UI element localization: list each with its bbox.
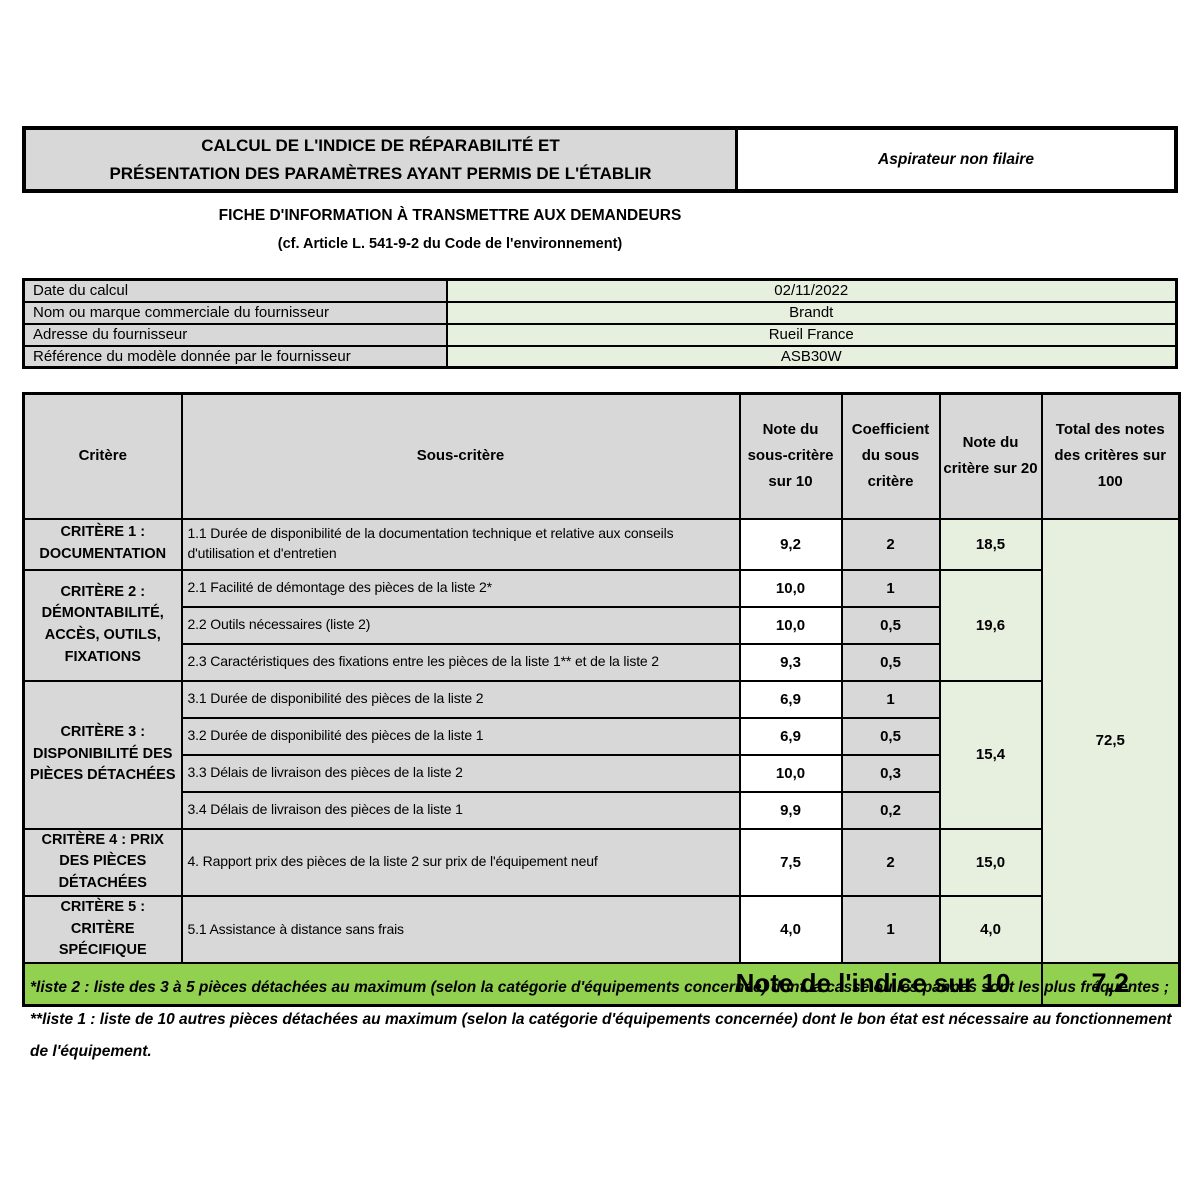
scoring-table-header-row: Critère Sous-critère Note du sous-critèr…: [22, 392, 1181, 520]
criterion-3-label: CRITÈRE 3 : DISPONIBILITÉ DES PIÈCES DÉT…: [22, 679, 183, 830]
table-row: CRITÈRE 3 : DISPONIBILITÉ DES PIÈCES DÉT…: [22, 679, 1180, 830]
subcriterion-2-1: 2.1 Facilité de démontage des pièces de …: [180, 568, 741, 608]
document-title: CALCUL DE L'INDICE DE RÉPARABILITÉ ET PR…: [26, 130, 738, 189]
info-value: ASB30W: [445, 344, 1178, 369]
info-value: Brandt: [445, 300, 1178, 325]
coeff-2-1: 1: [840, 568, 941, 608]
table-row: 3.4 Délais de livraison des pièces de la…: [24, 790, 1180, 830]
info-value: 02/11/2022: [445, 278, 1178, 303]
criterion-2-label: CRITÈRE 2 : DÉMONTABILITÉ, ACCÈS, OUTILS…: [22, 568, 183, 682]
product-category: Aspirateur non filaire: [738, 130, 1174, 189]
subcriterion-1-1: 1.1 Durée de disponibilité de la documen…: [180, 517, 741, 571]
coeff-3-3: 0,3: [840, 753, 941, 793]
table-row: 3.3 Délais de livraison des pièces de la…: [24, 753, 1180, 793]
info-label: Date du calcul: [22, 278, 448, 303]
note10-1-1: 9,2: [738, 517, 843, 571]
col-header-total100: Total des notes des critères sur 100: [1040, 392, 1181, 520]
table-row: 2.3 Caractéristiques des fixations entre…: [24, 642, 1180, 682]
info-row-address: Adresse du fournisseur Rueil France: [22, 322, 1178, 347]
note20-criterion-3: 15,4: [938, 679, 1043, 830]
index-row: Note de l'indice sur 10 7,2: [22, 962, 1181, 1006]
coeff-3-1: 1: [840, 679, 941, 719]
document-title-line1: CALCUL DE L'INDICE DE RÉPARABILITÉ ET: [201, 136, 560, 156]
note20-criterion-2: 19,6: [938, 568, 1043, 682]
table-row: 3.2 Durée de disponibilité des pièces de…: [24, 716, 1180, 756]
note20-criterion-1: 18,5: [938, 517, 1043, 571]
note10-2-3: 9,3: [738, 642, 843, 682]
supplier-info-table: Date du calcul 02/11/2022 Nom ou marque …: [22, 278, 1178, 369]
footnote-liste2: *liste 2 : liste des 3 à 5 pièces détach…: [30, 979, 1170, 996]
note10-5-1: 4,0: [738, 894, 843, 965]
footnotes: *liste 2 : liste des 3 à 5 pièces détach…: [30, 972, 1175, 1068]
note10-3-4: 9,9: [738, 790, 843, 830]
coeff-1-1: 2: [840, 517, 941, 571]
subtitle-line2: (cf. Article L. 541-9-2 du Code de l'env…: [277, 236, 623, 252]
header-band: CALCUL DE L'INDICE DE RÉPARABILITÉ ET PR…: [22, 126, 1178, 193]
note10-3-2: 6,9: [738, 716, 843, 756]
criterion-4-label: CRITÈRE 4 : PRIX DES PIÈCES DÉTACHÉES: [22, 827, 183, 897]
subcriterion-3-1: 3.1 Durée de disponibilité des pièces de…: [180, 679, 741, 719]
table-row: 2.2 Outils nécessaires (liste 2) 10,0 0,…: [24, 605, 1180, 645]
coeff-2-2: 0,5: [840, 605, 941, 645]
table-row: CRITÈRE 5 : CRITÈRE SPÉCIFIQUE 5.1 Assis…: [22, 894, 1180, 965]
criterion-1-label: CRITÈRE 1 : DOCUMENTATION: [22, 517, 183, 571]
subcriterion-2-2: 2.2 Outils nécessaires (liste 2): [180, 605, 741, 645]
scoring-table: Critère Sous-critère Note du sous-critèr…: [22, 392, 1181, 1007]
total-sur-100: 72,5: [1040, 517, 1181, 964]
subcriterion-2-3: 2.3 Caractéristiques des fixations entre…: [180, 642, 741, 682]
col-header-critere: Critère: [22, 392, 183, 520]
subcriterion-5-1: 5.1 Assistance à distance sans frais: [180, 894, 741, 965]
index-label: Note de l'indice sur 10: [22, 962, 1043, 1006]
note10-4: 7,5: [738, 827, 843, 897]
col-header-coeff: Coefficient du sous critère: [840, 392, 941, 520]
table-row: CRITÈRE 4 : PRIX DES PIÈCES DÉTACHÉES 4.…: [22, 827, 1180, 897]
col-header-note20: Note du critère sur 20: [938, 392, 1043, 520]
coeff-3-4: 0,2: [840, 790, 941, 830]
coeff-2-3: 0,5: [840, 642, 941, 682]
index-value: 7,2: [1040, 962, 1181, 1006]
info-value: Rueil France: [445, 322, 1178, 347]
coeff-3-2: 0,5: [840, 716, 941, 756]
subcriterion-3-2: 3.2 Durée de disponibilité des pièces de…: [180, 716, 741, 756]
note20-criterion-4: 15,0: [938, 827, 1043, 897]
table-row: CRITÈRE 2 : DÉMONTABILITÉ, ACCÈS, OUTILS…: [22, 568, 1180, 682]
col-header-sous-critere: Sous-critère: [180, 392, 741, 520]
info-row-model-ref: Référence du modèle donnée par le fourni…: [22, 344, 1178, 369]
subtitle-block: FICHE D'INFORMATION À TRANSMETTRE AUX DE…: [0, 207, 900, 252]
note10-2-1: 10,0: [738, 568, 843, 608]
subcriterion-3-4: 3.4 Délais de livraison des pièces de la…: [180, 790, 741, 830]
document-title-line2: PRÉSENTATION DES PARAMÈTRES AYANT PERMIS…: [109, 163, 652, 183]
info-row-brand: Nom ou marque commerciale du fournisseur…: [22, 300, 1178, 325]
info-label: Adresse du fournisseur: [22, 322, 448, 347]
info-label: Référence du modèle donnée par le fourni…: [22, 344, 448, 369]
info-row-date: Date du calcul 02/11/2022: [22, 278, 1178, 303]
subcriterion-4: 4. Rapport prix des pièces de la liste 2…: [180, 827, 741, 897]
subtitle-line1: FICHE D'INFORMATION À TRANSMETTRE AUX DE…: [218, 207, 682, 224]
note10-2-2: 10,0: [738, 605, 843, 645]
coeff-5-1: 1: [840, 894, 941, 965]
note10-3-3: 10,0: [738, 753, 843, 793]
criterion-5-label: CRITÈRE 5 : CRITÈRE SPÉCIFIQUE: [22, 894, 183, 965]
note20-criterion-5: 4,0: [938, 894, 1043, 965]
col-header-note10: Note du sous-critère sur 10: [738, 392, 843, 520]
footnote-liste1: **liste 1 : liste de 10 autres pièces dé…: [30, 1011, 1172, 1060]
note10-3-1: 6,9: [738, 679, 843, 719]
info-label: Nom ou marque commerciale du fournisseur: [22, 300, 448, 325]
table-row: CRITÈRE 1 : DOCUMENTATION 1.1 Durée de d…: [22, 517, 1181, 964]
coeff-4: 2: [840, 827, 941, 897]
subcriterion-3-3: 3.3 Délais de livraison des pièces de la…: [180, 753, 741, 793]
